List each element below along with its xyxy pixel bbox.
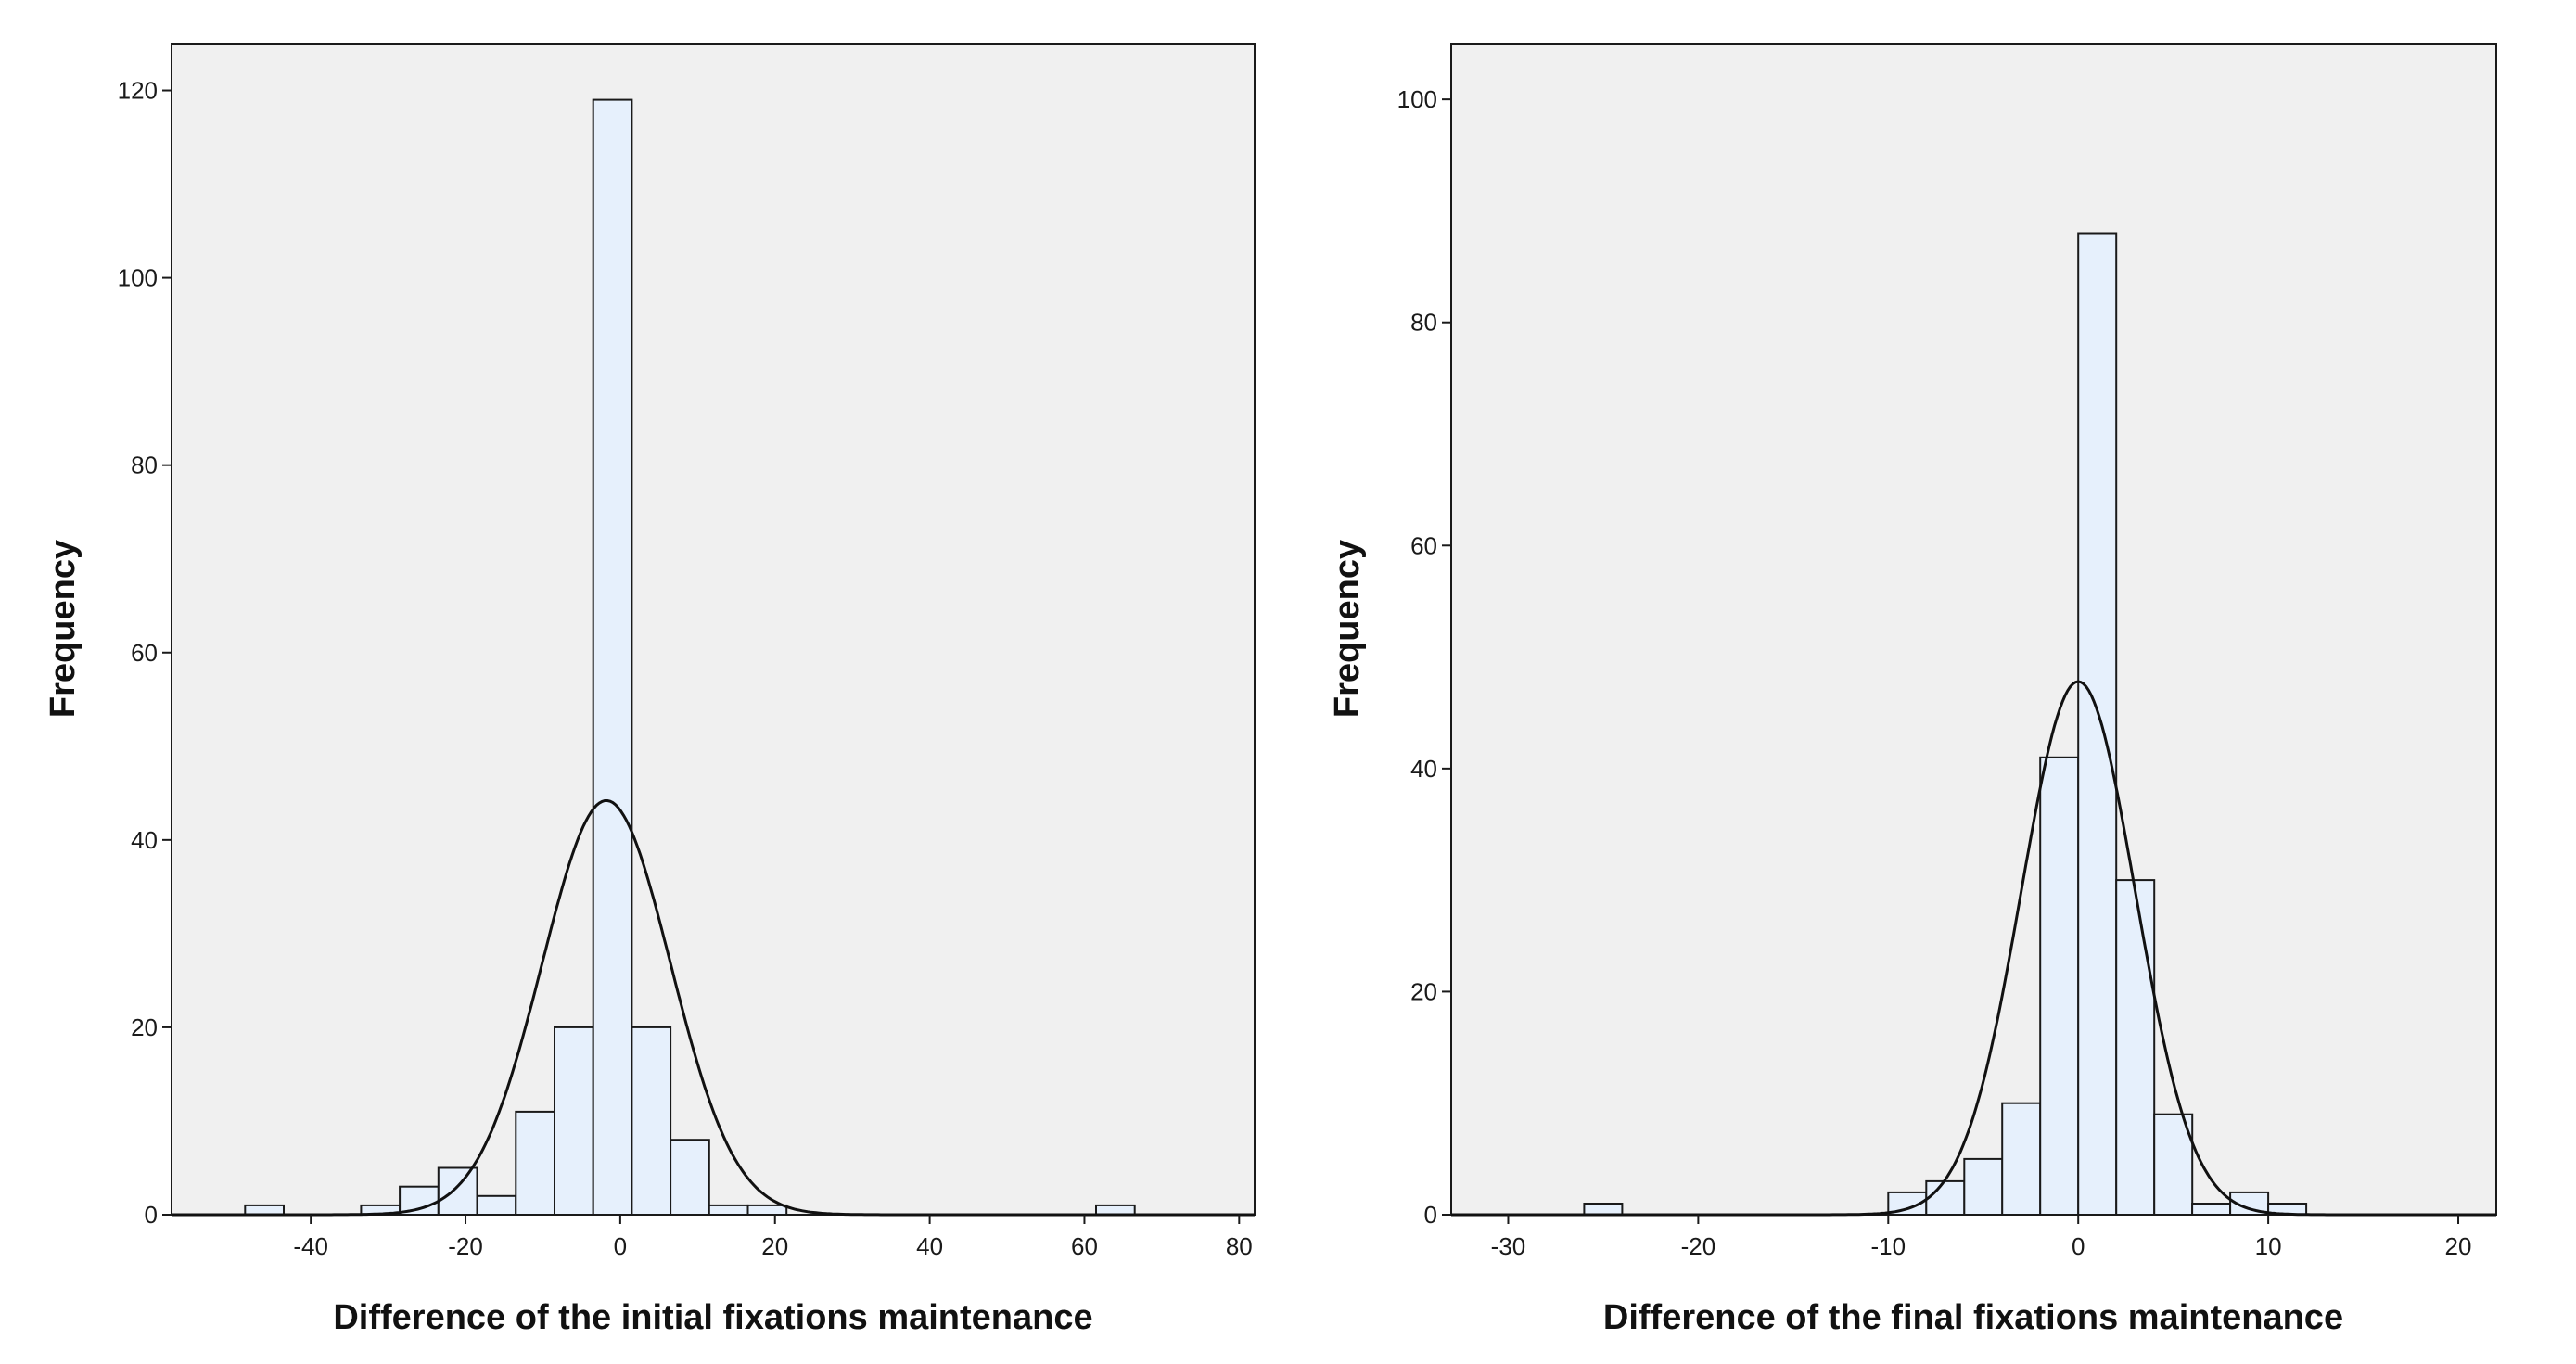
x-tick-label-right: 10 [2255,1232,2282,1260]
plot-area-left [171,43,1256,1216]
bars-right [1583,232,2308,1217]
y-tick-label-left: 100 [118,264,158,292]
normal-curve-right [1451,680,2496,1217]
histogram-bar-left-10 [708,1204,749,1217]
y-tick-label-left: 80 [131,452,158,479]
y-tick-label-right: 20 [1410,977,1437,1005]
x-axis-title-right: Difference of the final fixations mainte… [1603,1298,2343,1337]
y-tick-label-left: 120 [118,77,158,105]
y-axis-title-right: Frequency [1328,540,1367,718]
histogram-bar-left-11 [746,1204,788,1217]
y-tick-label-right: 60 [1410,531,1437,559]
histogram-bar-left-7 [592,98,633,1217]
x-tick-label-left: 20 [761,1232,788,1260]
y-tick-label-left: 60 [131,639,158,667]
histogram-bar-left-0 [244,1204,285,1217]
x-tick-label-left: 80 [1226,1232,1253,1260]
x-tick-label-right: -30 [1491,1232,1526,1260]
axis-ticks-left: -40 -20 0 20 40 60 80 0 20 40 60 80 100 120 [118,77,1253,1260]
x-tick-label-right: -10 [1871,1232,1906,1260]
y-tick-label-right: 100 [1397,85,1437,113]
histogram-bar-left-4 [476,1194,517,1217]
plot-area-right [1450,43,2497,1216]
x-tick-label-left: -40 [293,1232,328,1260]
histogram-final-fixations: -30 -20 -10 0 10 20 0 20 40 60 80 100 Difference of… [1328,43,2497,1337]
x-tick-label-right: 20 [2445,1232,2472,1260]
normal-curve-left [172,799,1255,1217]
histogram-bar-right-3 [1963,1157,2004,1217]
axis-ticks-right: -30 -20 -10 0 10 20 0 20 40 60 80 100 [1397,85,2472,1260]
histogram-bar-right-6 [2077,232,2118,1216]
histogram-bar-left-5 [515,1110,555,1217]
histogram-bar-left-3 [437,1166,478,1216]
y-tick-label-left: 40 [131,826,158,854]
histogram-bar-left-6 [554,1026,594,1217]
histogram-bar-right-7 [2115,879,2156,1216]
histogram-bar-right-8 [2153,1113,2194,1216]
y-tick-label-right: 80 [1410,309,1437,337]
histogram-bar-right-5 [2039,756,2080,1216]
y-tick-label-left: 0 [145,1201,158,1229]
x-tick-label-right: 0 [2072,1232,2085,1260]
y-tick-label-right: 40 [1410,755,1437,783]
histogram-bar-left-12 [1095,1204,1136,1217]
x-tick-label-right: -20 [1681,1232,1716,1260]
x-axis-title-left: Difference of the initial fixations main… [333,1298,1092,1337]
histogram-bar-right-0 [1583,1203,1624,1216]
histogram-bar-right-4 [2001,1102,2042,1216]
y-tick-label-left: 20 [131,1013,158,1041]
histogram-initial-fixations: -40 -20 0 20 40 60 80 0 20 40 60 80 100 120 Differenc… [44,43,1256,1337]
bars-left [244,98,1136,1217]
histogram-bar-right-2 [1925,1179,1966,1217]
histogram-bar-left-8 [631,1026,672,1217]
histogram-bar-left-9 [670,1139,710,1216]
x-tick-label-left: -20 [448,1232,483,1260]
y-tick-label-right: 0 [1424,1201,1437,1229]
x-tick-label-left: 40 [916,1232,943,1260]
histogram-bar-right-9 [2191,1203,2232,1216]
y-axis-title-left: Frequency [44,540,83,718]
x-tick-label-left: 0 [614,1232,627,1260]
x-tick-label-left: 60 [1071,1232,1098,1260]
